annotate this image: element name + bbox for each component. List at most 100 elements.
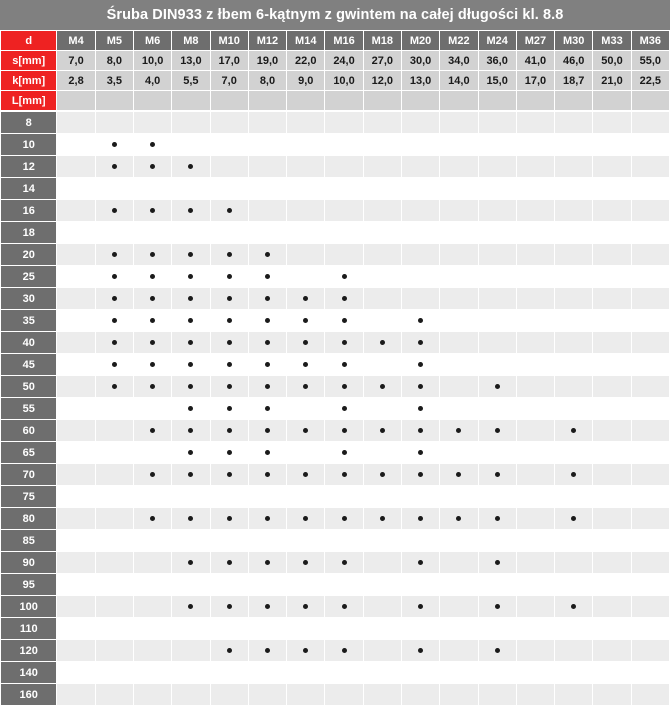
cell-m14-100 — [287, 596, 325, 617]
table-row: 25 — [1, 266, 669, 287]
cell-m8-40 — [172, 332, 210, 353]
availability-dot — [150, 296, 156, 301]
cell-m36-100 — [631, 596, 669, 617]
cell-m20-70 — [401, 464, 440, 485]
cell-m4-120 — [57, 640, 95, 661]
availability-empty — [303, 230, 308, 235]
availability-empty — [533, 516, 538, 521]
availability-empty — [648, 582, 653, 587]
cell-m33-20 — [593, 244, 631, 265]
cell-m18-10 — [363, 134, 401, 155]
table-row: 55 — [1, 398, 669, 419]
cell-m24-18 — [478, 222, 516, 243]
availability-empty — [74, 428, 79, 433]
availability-empty — [648, 318, 653, 323]
availability-empty — [495, 340, 500, 345]
availability-empty — [495, 230, 500, 235]
availability-empty — [418, 120, 423, 125]
availability-dot — [188, 516, 194, 521]
availability-dot — [456, 428, 462, 433]
availability-dot — [188, 362, 194, 367]
table-row: 110 — [1, 618, 669, 639]
availability-dot — [111, 208, 117, 213]
availability-empty — [610, 428, 615, 433]
cell-m22-8 — [440, 112, 478, 133]
availability-empty — [342, 142, 347, 147]
cell-m12-12 — [248, 156, 287, 177]
cell-m8-25 — [172, 266, 210, 287]
table-row: 70 — [1, 464, 669, 485]
availability-empty — [495, 208, 500, 213]
cell-m6-55 — [133, 398, 172, 419]
cell-m22-35 — [440, 310, 478, 331]
cell-m24-45 — [478, 354, 516, 375]
l-header-spacer — [210, 91, 248, 110]
availability-empty — [74, 384, 79, 389]
l-header-spacer — [593, 91, 631, 110]
column-header-m24: M24 — [478, 31, 516, 50]
availability-dot — [226, 252, 232, 257]
cell-m20-16 — [401, 200, 440, 221]
cell-m27-8 — [516, 112, 555, 133]
availability-dot — [188, 604, 194, 609]
availability-dot — [418, 318, 424, 323]
availability-empty — [112, 428, 117, 433]
cell-m8-80 — [172, 508, 210, 529]
header-row-l: L[mm] — [1, 91, 669, 110]
availability-empty — [380, 450, 385, 455]
cell-m18-8 — [363, 112, 401, 133]
cell-m5-75 — [95, 486, 133, 507]
length-label-18: 18 — [1, 222, 57, 243]
length-label-95: 95 — [1, 574, 57, 595]
availability-empty — [188, 692, 193, 697]
cell-m14-85 — [287, 530, 325, 551]
column-header-m8: M8 — [172, 31, 210, 50]
availability-dot — [188, 560, 194, 565]
availability-empty — [303, 670, 308, 675]
table-row: 12 — [1, 156, 669, 177]
cell-m33-55 — [593, 398, 631, 419]
availability-empty — [303, 538, 308, 543]
cell-m36-20 — [631, 244, 669, 265]
cell-m4-45 — [57, 354, 95, 375]
availability-empty — [456, 362, 461, 367]
column-header-m16: M16 — [325, 31, 363, 50]
cell-m8-55 — [172, 398, 210, 419]
availability-empty — [303, 406, 308, 411]
availability-empty — [533, 120, 538, 125]
cell-m30-90 — [555, 552, 593, 573]
cell-m16-55 — [325, 398, 363, 419]
availability-empty — [456, 604, 461, 609]
cell-m8-85 — [172, 530, 210, 551]
availability-dot — [111, 296, 117, 301]
availability-empty — [456, 406, 461, 411]
cell-m8-160 — [172, 684, 210, 705]
cell-m12-85 — [248, 530, 287, 551]
cell-m22-20 — [440, 244, 478, 265]
availability-empty — [74, 648, 79, 653]
availability-dot — [379, 340, 385, 345]
availability-dot — [379, 472, 385, 477]
availability-dot — [303, 516, 309, 521]
cell-m16-25 — [325, 266, 363, 287]
availability-empty — [571, 648, 576, 653]
cell-m24-40 — [478, 332, 516, 353]
cell-m30-50 — [555, 376, 593, 397]
cell-m10-20 — [210, 244, 248, 265]
cell-m10-85 — [210, 530, 248, 551]
k-value-m24: 15,0 — [478, 71, 516, 90]
availability-empty — [456, 494, 461, 499]
header-label-k: k[mm] — [1, 71, 57, 90]
cell-m14-45 — [287, 354, 325, 375]
availability-empty — [342, 626, 347, 631]
cell-m22-120 — [440, 640, 478, 661]
cell-m18-30 — [363, 288, 401, 309]
availability-dot — [341, 648, 347, 653]
cell-m18-45 — [363, 354, 401, 375]
availability-empty — [150, 186, 155, 191]
header-label-s: s[mm] — [1, 51, 57, 70]
availability-empty — [648, 296, 653, 301]
cell-m5-120 — [95, 640, 133, 661]
cell-m4-85 — [57, 530, 95, 551]
cell-m10-35 — [210, 310, 248, 331]
